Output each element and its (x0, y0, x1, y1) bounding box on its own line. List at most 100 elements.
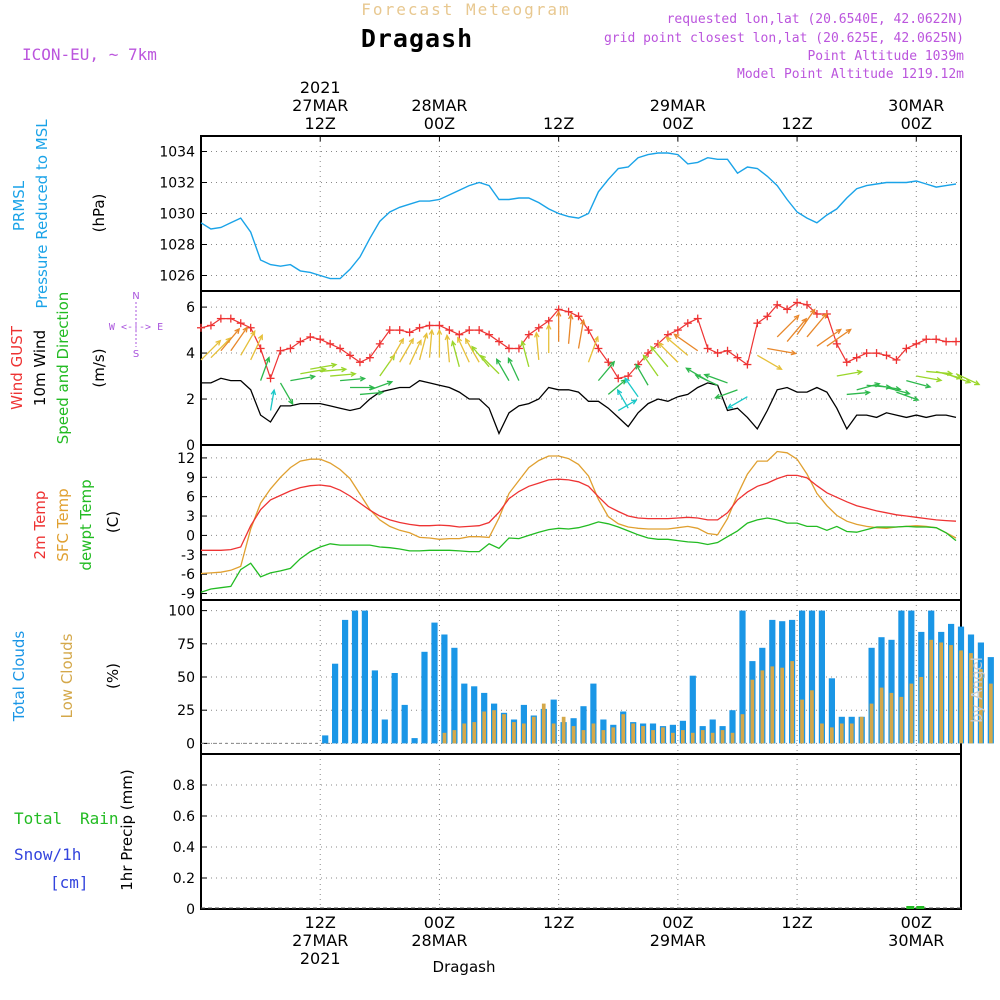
y-tick-label: 1032 (159, 176, 195, 192)
gust-marker (733, 353, 742, 362)
wind-arrow (896, 391, 920, 402)
total-cloud-bar (451, 647, 458, 744)
low-cloud-bar (700, 730, 705, 744)
wind-arrow (464, 337, 480, 363)
wind-arrow-head (845, 328, 852, 335)
total-cloud-bar (888, 639, 895, 744)
wind-arrow-head (444, 333, 451, 341)
wind-arrow-head (616, 388, 623, 396)
total-cloud-bar (590, 683, 597, 744)
low-cloud-bar (929, 639, 933, 744)
wind-arrow-shaft (846, 391, 870, 396)
wind-arrow-head (545, 323, 552, 330)
gust-marker (316, 335, 325, 344)
total-cloud-bar (799, 610, 806, 744)
gust-marker (763, 312, 772, 321)
top-time-label: 27MAR (292, 96, 348, 115)
wind-arrow-shaft (856, 383, 880, 391)
wind-arrow-head (568, 313, 574, 320)
location-title: Dragash (361, 24, 473, 53)
wind-arrow-shaft (210, 337, 231, 359)
gust-marker (206, 321, 215, 330)
wind-arrow-head (416, 339, 422, 346)
wind-arrow (607, 378, 627, 395)
wind-arrow (495, 358, 510, 381)
total-cloud-bar (361, 610, 368, 744)
low-cloud-bar (949, 645, 953, 744)
wind-arrow-head (386, 380, 394, 386)
pressure-label-long: Pressure Reduced to MSL (33, 119, 51, 309)
wind-arrow (642, 354, 659, 377)
low-cloud-bar (989, 683, 993, 744)
gust-marker (892, 355, 901, 364)
y-tick-label: 0.8 (173, 778, 195, 794)
wind-arrow-shaft (643, 355, 659, 377)
y-tick-label: -6 (181, 567, 195, 583)
wind-arrow (200, 339, 222, 361)
gust-marker (485, 330, 494, 339)
y-tick-label: -9 (181, 587, 195, 603)
wind-arrow-head (821, 312, 828, 319)
bottom-time-label: 12Z (305, 913, 336, 932)
wind-arrow (635, 363, 649, 386)
low-cloud-bar (800, 699, 804, 744)
wind-arrow-shaft (290, 375, 315, 382)
wind-arrow-head (520, 339, 526, 347)
bottom-time-label: 2021 (300, 949, 341, 968)
gust-marker (783, 305, 792, 314)
precip-panel: Total Rain Snow/1h [cm] 1hr Precip (mm) … (14, 753, 962, 918)
total-cloud-bar (401, 704, 408, 744)
wind-arrow-shaft (250, 334, 263, 361)
clouds-panel: Total Clouds Low Clouds (%) 0 25 50 75 100 (10, 599, 994, 755)
top-time-label: 12Z (781, 114, 812, 133)
y-tick-label: 1034 (159, 145, 195, 161)
wind-arrow-head (495, 358, 502, 365)
gust-marker (246, 323, 255, 332)
low-cloud-bar (730, 732, 735, 744)
clouds-unit: (%) (104, 663, 122, 689)
pressure-label-short: PRMSL (10, 180, 28, 231)
wind-arrow-shaft (896, 391, 919, 401)
low-cloud-bar (532, 716, 536, 744)
total-cloud-bar (391, 673, 398, 744)
gust-marker (852, 353, 861, 362)
gust-marker (326, 339, 335, 348)
wind-arrow-head (377, 390, 385, 396)
total-cloud-bar (342, 619, 349, 744)
gust-marker (693, 314, 702, 323)
low-cloud-bar (720, 730, 725, 744)
compass-n: N (132, 291, 139, 302)
total-cloud-bar (322, 735, 329, 744)
gust-marker (475, 326, 484, 335)
wind-arrow-head (657, 342, 664, 349)
total-cloud-bar (808, 610, 816, 744)
rain-label: Rain (80, 809, 119, 828)
wind-arrow-head (215, 339, 222, 346)
wind-arrow (279, 382, 294, 406)
low-cloud-bar (541, 703, 546, 744)
low-cloud-bar (522, 723, 526, 744)
wind-arrow-shaft (300, 368, 326, 375)
wind-arrow (650, 345, 669, 368)
compass-s: S (133, 349, 139, 360)
wind-arrow-head (340, 366, 348, 373)
wind-arrow-head (776, 364, 783, 371)
low-cloud-bar (671, 732, 675, 744)
wind-arrow-shaft (567, 314, 572, 344)
wind-arrow-shaft (220, 328, 240, 352)
wind-arrow-head (331, 362, 338, 369)
low-cloud-bar (810, 690, 814, 744)
pressure-line (200, 152, 957, 280)
y-tick-label: 75 (177, 637, 195, 653)
y-tick-label: 1030 (159, 207, 195, 223)
y-tick-label: 0 (186, 902, 195, 918)
wind-arrow-head (270, 388, 277, 396)
temp2m-label: 2m Temp (31, 491, 49, 560)
wind-unit: (m/s) (90, 348, 108, 387)
wind-arrow-head (234, 327, 241, 334)
low-cloud-bar (641, 726, 645, 744)
wind-arrow (786, 317, 808, 342)
wind-arrow (269, 388, 277, 411)
wind-arrow (340, 376, 367, 382)
